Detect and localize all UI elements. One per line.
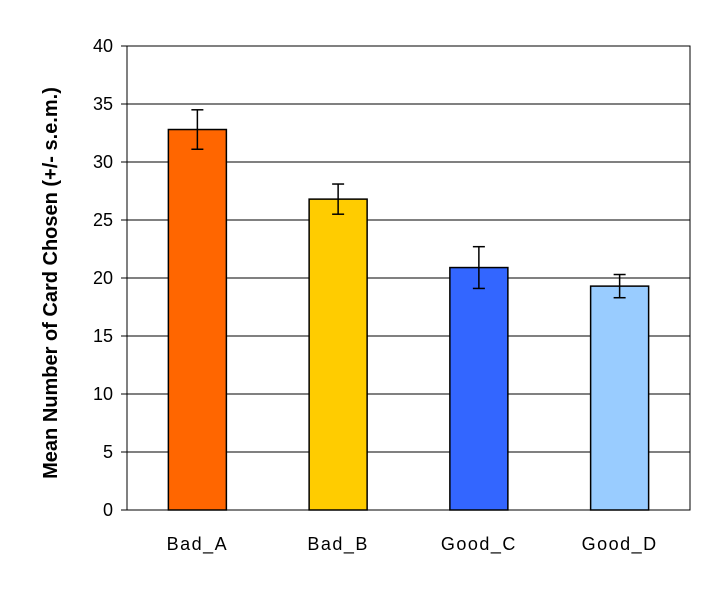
y-axis-ticks: 0 5 10 15 20 25 30 35 40 — [93, 36, 127, 520]
bar-bad-b — [308, 198, 368, 511]
y-tick-label: 5 — [103, 442, 113, 462]
y-tick-label: 25 — [93, 210, 113, 230]
y-tick-label: 30 — [93, 152, 113, 172]
y-tick-label: 40 — [93, 36, 113, 56]
x-axis-categories: Bad_A Bad_B Good_C Good_D — [167, 534, 658, 555]
y-tick-label: 15 — [93, 326, 113, 346]
x-category-label: Bad_A — [167, 534, 229, 555]
error-bar — [332, 183, 345, 215]
y-tick-label: 35 — [93, 94, 113, 114]
error-bars — [191, 109, 626, 299]
x-category-label: Good_C — [441, 534, 517, 555]
bar-good-c — [449, 266, 509, 511]
x-category-label: Bad_B — [307, 534, 369, 555]
y-tick-label: 10 — [93, 384, 113, 404]
error-bar — [472, 245, 485, 290]
error-bar — [191, 109, 204, 150]
bar-bad-a — [167, 128, 228, 511]
error-bar — [613, 273, 626, 299]
bar-good-d — [589, 285, 650, 511]
y-tick-label: 0 — [103, 500, 113, 520]
bars — [167, 128, 650, 511]
x-category-label: Good_D — [582, 534, 658, 555]
y-tick-label: 20 — [93, 268, 113, 288]
y-axis-title: Mean Number of Card Chosen (+/- s.e.m.) — [40, 87, 62, 479]
